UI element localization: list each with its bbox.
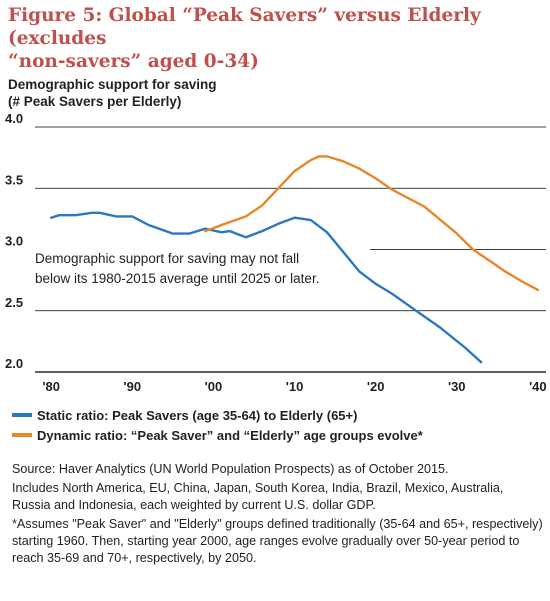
y-tick-label: 2.0	[5, 356, 23, 371]
series-line-dynamic	[204, 155, 540, 292]
legend-label-static: Static ratio: Peak Savers (age 35-64) to…	[37, 407, 358, 423]
series-lines	[50, 155, 540, 364]
source-line2: Includes North America, EU, China, Japan…	[12, 481, 504, 512]
source-line1: Source: Haver Analytics (UN World Popula…	[12, 462, 449, 476]
legend-swatch-dynamic	[12, 433, 32, 437]
y-tick-label: 3.0	[5, 234, 23, 249]
x-tick-labels: '80 '90 '00 '10 '20 '30 '40	[42, 379, 546, 394]
annotation-line1: Demographic support for saving may not f…	[35, 251, 299, 266]
x-tick-label: '20	[367, 379, 385, 394]
grid-lines	[35, 126, 546, 373]
y-axis-label-line2: (# Peak Savers per Elderly)	[8, 94, 182, 109]
x-tick-label: '40	[529, 379, 547, 394]
source-notes: Source: Haver Analytics (UN World Popula…	[12, 461, 544, 569]
figure-title-line1: Figure 5: Global “Peak Savers” versus El…	[8, 5, 481, 49]
x-tick-label: '90	[124, 379, 142, 394]
x-tick-label: '10	[286, 379, 304, 394]
annotation-line2: below its 1980-2015 average until 2025 o…	[35, 271, 319, 286]
legend-label-dynamic: Dynamic ratio: “Peak Saver” and “Elderly…	[37, 427, 423, 443]
y-axis-label: Demographic support for saving (# Peak S…	[8, 76, 217, 110]
legend: Static ratio: Peak Savers (age 35-64) to…	[12, 405, 542, 445]
y-tick-label: 4.0	[5, 111, 23, 126]
y-tick-label: 2.5	[5, 295, 23, 310]
legend-item-static: Static ratio: Peak Savers (age 35-64) to…	[12, 405, 542, 425]
x-tick-label: '30	[448, 379, 466, 394]
y-tick-labels: 4.0 3.5 3.0 2.5 2.0	[5, 111, 23, 371]
series-line-static	[50, 211, 483, 364]
annotation-background	[30, 246, 370, 292]
figure-title: Figure 5: Global “Peak Savers” versus El…	[8, 4, 544, 73]
legend-swatch-static	[12, 413, 32, 417]
figure-title-line2: “non-savers” aged 0-34)	[8, 51, 259, 72]
legend-item-dynamic: Dynamic ratio: “Peak Saver” and “Elderly…	[12, 425, 542, 445]
x-tick-label: '80	[42, 379, 60, 394]
line-chart: 4.0 3.5 3.0 2.5 2.0 '80 '90 '00 '10 '20 '30 '40 De…	[5, 111, 547, 394]
y-axis-label-line1: Demographic support for saving	[8, 77, 217, 92]
source-footnote: *Assumes "Peak Saver" and "Elderly" grou…	[12, 517, 543, 565]
y-tick-label: 3.5	[5, 172, 23, 187]
x-tick-label: '00	[205, 379, 223, 394]
